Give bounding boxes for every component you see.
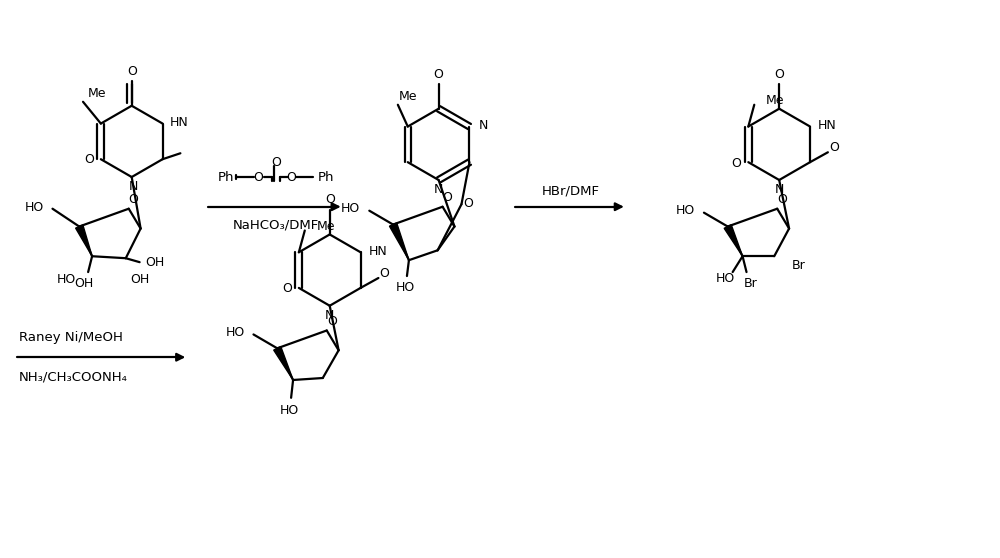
- Text: NaHCO₃/DMF: NaHCO₃/DMF: [233, 218, 319, 231]
- Text: O: O: [253, 171, 263, 184]
- Text: N: N: [129, 180, 138, 194]
- Polygon shape: [724, 225, 743, 256]
- Text: HO: HO: [24, 201, 44, 214]
- Text: HO: HO: [676, 204, 695, 217]
- Text: HO: HO: [57, 273, 76, 286]
- Text: Ph: Ph: [218, 171, 234, 184]
- Text: Br: Br: [792, 259, 806, 272]
- Text: Me: Me: [317, 220, 335, 233]
- Text: O: O: [777, 193, 787, 206]
- Text: Me: Me: [88, 88, 106, 100]
- Text: OH: OH: [130, 273, 149, 286]
- Text: O: O: [325, 193, 335, 206]
- Text: O: O: [774, 68, 784, 80]
- Text: N: N: [434, 184, 443, 196]
- Polygon shape: [76, 225, 92, 256]
- Text: O: O: [327, 315, 337, 328]
- Text: O: O: [829, 141, 839, 154]
- Text: O: O: [463, 197, 473, 210]
- Text: O: O: [84, 153, 94, 166]
- Text: HO: HO: [716, 272, 735, 285]
- Text: O: O: [379, 267, 389, 280]
- Text: O: O: [287, 171, 297, 184]
- Text: HN: HN: [368, 245, 387, 258]
- Text: NH₃/CH₃COONH₄: NH₃/CH₃COONH₄: [19, 371, 128, 383]
- Text: OH: OH: [75, 277, 94, 291]
- Text: HO: HO: [395, 281, 415, 295]
- Text: N: N: [775, 184, 784, 196]
- Text: HN: HN: [170, 116, 188, 129]
- Text: O: O: [282, 282, 292, 295]
- Text: HO: HO: [225, 326, 245, 339]
- Polygon shape: [274, 347, 293, 380]
- Text: N: N: [478, 119, 488, 132]
- Text: HO: HO: [279, 404, 299, 417]
- Text: O: O: [127, 65, 137, 78]
- Text: Me: Me: [766, 94, 785, 107]
- Text: OH: OH: [146, 256, 165, 268]
- Text: O: O: [129, 193, 139, 206]
- Text: HBr/DMF: HBr/DMF: [542, 184, 600, 198]
- Text: O: O: [443, 191, 452, 204]
- Text: N: N: [325, 309, 334, 322]
- Text: O: O: [271, 156, 281, 169]
- Text: O: O: [732, 157, 741, 170]
- Polygon shape: [389, 223, 409, 260]
- Text: Br: Br: [744, 277, 757, 291]
- Text: HO: HO: [341, 202, 360, 215]
- Text: HN: HN: [818, 119, 837, 132]
- Text: O: O: [434, 68, 444, 80]
- Text: Raney Ni/MeOH: Raney Ni/MeOH: [19, 331, 123, 344]
- Text: Me: Me: [399, 90, 417, 103]
- Text: Ph: Ph: [317, 171, 334, 184]
